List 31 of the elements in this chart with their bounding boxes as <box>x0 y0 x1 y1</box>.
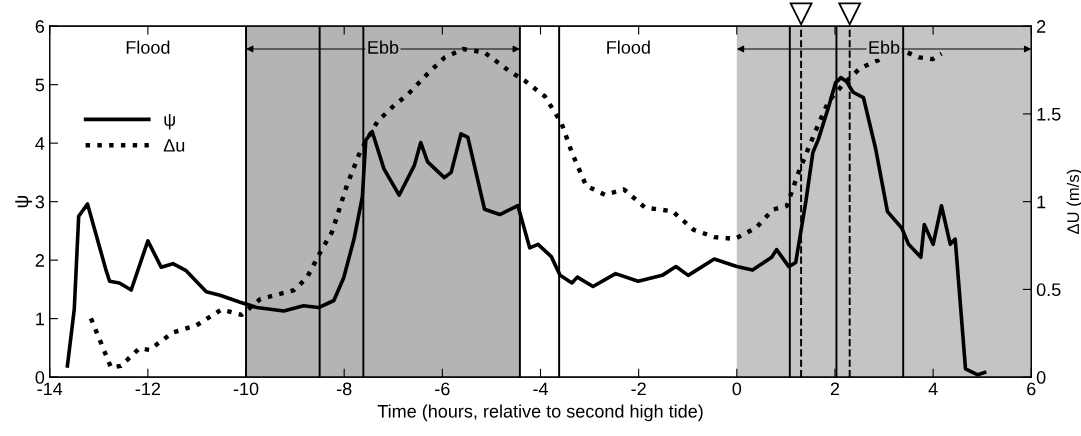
x-tick-label: -4 <box>533 382 548 396</box>
y2-tick-label: 1.5 <box>1037 108 1061 121</box>
annotation: Flood <box>126 40 170 54</box>
x-tick-label: 0 <box>732 382 742 396</box>
band-label: Ebb <box>368 40 399 54</box>
x-tick-label: -12 <box>135 382 161 396</box>
x-axis-title: Time (hours, relative to second high tide) <box>377 404 703 422</box>
y2-tick-label: 2 <box>1037 20 1046 33</box>
y2-tick-label: 0 <box>1036 371 1046 384</box>
annotation: Flood <box>607 40 650 54</box>
legend-label: ψ <box>164 113 175 130</box>
x-tick-label: 6 <box>1027 382 1036 396</box>
y2-tick-label: 1 <box>1037 195 1046 209</box>
y-tick-label: 5 <box>35 78 45 92</box>
x-tick-label: -10 <box>233 382 259 396</box>
band-label: Ebb <box>869 40 900 54</box>
x-tick-label: -6 <box>435 382 450 396</box>
legend-label: Δu <box>163 139 185 152</box>
y-tick-label: 1 <box>36 312 44 326</box>
x-tick-label: -8 <box>336 382 352 396</box>
y-tick-label: 3 <box>35 195 45 209</box>
x-tick-label: 4 <box>928 382 938 396</box>
x-tick-label: -14 <box>37 382 63 396</box>
y-axis-title: ψ <box>15 196 33 208</box>
y2-tick-label: 0.5 <box>1036 283 1061 297</box>
x-tick-label: 2 <box>830 382 840 396</box>
y-tick-label: 2 <box>35 254 44 267</box>
y-tick-label: 6 <box>35 20 45 33</box>
y-tick-label: 0 <box>35 371 45 384</box>
y-tick-label: 4 <box>35 137 45 150</box>
x-tick-label: -2 <box>631 382 646 396</box>
